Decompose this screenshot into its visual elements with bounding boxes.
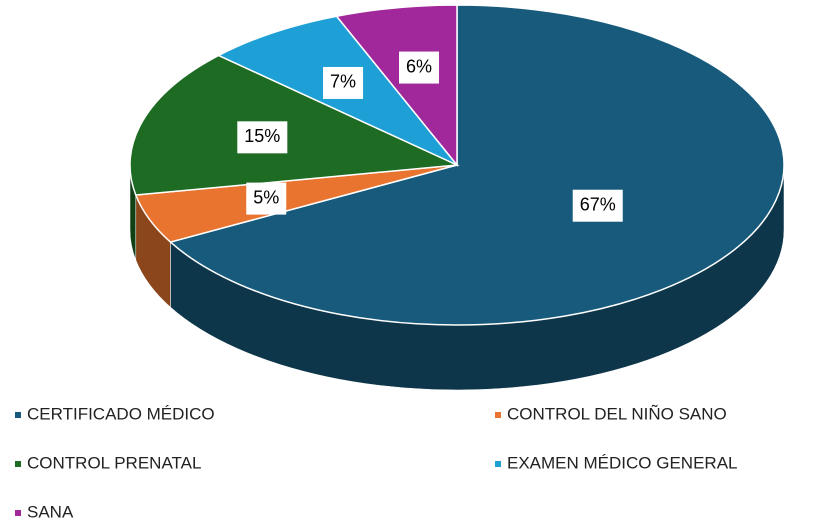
legend-swatch [15, 510, 21, 516]
legend-label: CERTIFICADO MÉDICO [27, 404, 215, 423]
data-label: 6% [406, 56, 432, 76]
data-label-box [237, 121, 288, 154]
pie-slice [129, 54, 460, 196]
legend-swatch [15, 412, 21, 418]
pie-slice [168, 4, 785, 326]
legend-label: EXAMEN MÉDICO GENERAL [507, 453, 738, 472]
data-label: 5% [253, 187, 279, 207]
legend-label: SANA [27, 502, 74, 521]
data-label-box [323, 66, 364, 99]
legend-label: CONTROL PRENATAL [27, 453, 201, 472]
legend-swatch [495, 412, 501, 418]
data-label: 15% [244, 126, 280, 146]
data-label: 7% [330, 72, 356, 92]
legend-swatch [15, 461, 21, 467]
data-label-box [399, 51, 440, 84]
data-label-box [246, 182, 287, 215]
legend-label: CONTROL DEL NIÑO SANO [507, 404, 727, 423]
pie-slice [335, 4, 458, 168]
data-label: 67% [580, 194, 616, 214]
data-label-box [572, 189, 623, 222]
legend-swatch [495, 461, 501, 467]
